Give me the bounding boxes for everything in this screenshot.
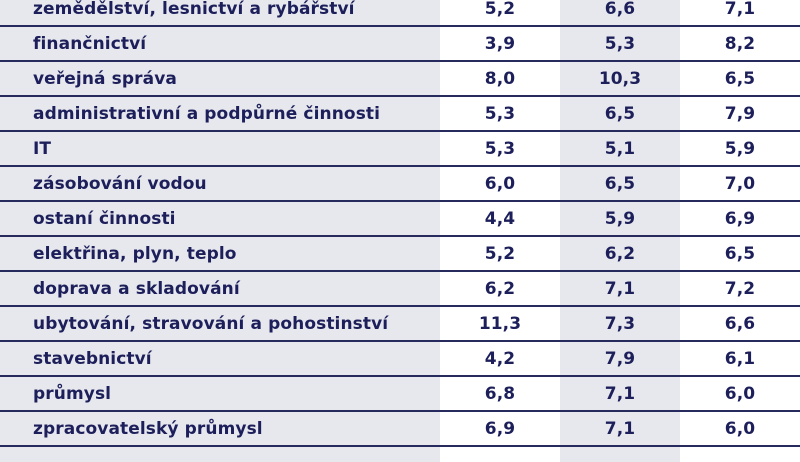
value-column-2-band: [560, 0, 680, 462]
value-cell: 6,5: [724, 243, 756, 264]
value-cell: 5,9: [724, 138, 756, 159]
table-row: zemědělství, lesnictví a rybářství 5,2 6…: [0, 0, 800, 27]
value-cell: 4,2: [484, 348, 516, 369]
table-row: elektřina, plyn, teplo 5,2 6,2 6,5: [0, 237, 800, 272]
table-row: administrativní a podpůrné činnosti 5,3 …: [0, 97, 800, 132]
value-cell: 8,0: [484, 68, 516, 89]
sector-label: průmysl: [33, 383, 112, 404]
value-cell: 5,2: [484, 243, 516, 264]
value-cell: 6,8: [484, 383, 516, 404]
table-row: veřejná správa 8,0 10,3 6,5: [0, 62, 800, 97]
table-row: průmysl 6,8 7,1 6,0: [0, 377, 800, 412]
value-cell: 6,5: [604, 103, 636, 124]
value-cell: 6,9: [484, 418, 516, 439]
value-cell: 7,1: [604, 278, 636, 299]
sector-label: ubytování, stravování a pohostinství: [33, 313, 389, 334]
table-row: zásobování vodou 6,0 6,5 7,0: [0, 167, 800, 202]
value-cell: 6,6: [724, 313, 756, 334]
value-cell: 5,1: [604, 138, 636, 159]
value-cell: 5,3: [604, 33, 636, 54]
label-column-band: [0, 0, 440, 462]
sector-label: ostaní činnosti: [33, 208, 176, 229]
value-column-3-band: [680, 0, 800, 462]
sector-label: zemědělství, lesnictví a rybářství: [33, 0, 355, 19]
value-column-1-band: [440, 0, 560, 462]
value-cell: 7,9: [724, 103, 756, 124]
value-cell: 6,2: [604, 243, 636, 264]
value-cell: 7,1: [604, 418, 636, 439]
value-cell: 7,1: [604, 383, 636, 404]
value-cell: 5,9: [604, 208, 636, 229]
table-row: ubytování, stravování a pohostinství 11,…: [0, 307, 800, 342]
sector-label: doprava a skladování: [33, 278, 240, 299]
value-cell: 6,0: [484, 173, 516, 194]
value-cell: 5,3: [484, 103, 516, 124]
table-row: doprava a skladování 6,2 7,1 7,2: [0, 272, 800, 307]
table-row: stavebnictví 4,2 7,9 6,1: [0, 342, 800, 377]
table-row: ostaní činnosti 4,4 5,9 6,9: [0, 202, 800, 237]
value-cell: 5,3: [484, 138, 516, 159]
value-cell: 7,1: [724, 0, 756, 19]
value-cell: 7,2: [724, 278, 756, 299]
sector-label: IT: [33, 138, 52, 159]
sector-label: zpracovatelský průmysl: [33, 418, 263, 439]
value-cell: 6,5: [604, 173, 636, 194]
value-cell: 6,0: [724, 383, 756, 404]
value-cell: 6,6: [604, 0, 636, 19]
value-cell: 6,2: [484, 278, 516, 299]
table-row: finančnictví 3,9 5,3 8,2: [0, 27, 800, 62]
value-cell: 10,3: [598, 68, 642, 89]
value-cell: 6,5: [724, 68, 756, 89]
sector-label: zásobování vodou: [33, 173, 207, 194]
sector-label: elektřina, plyn, teplo: [33, 243, 237, 264]
sector-label: stavebnictví: [33, 348, 152, 369]
value-cell: 7,3: [604, 313, 636, 334]
value-cell: 5,2: [484, 0, 516, 19]
value-cell: 7,9: [604, 348, 636, 369]
value-cell: 11,3: [478, 313, 522, 334]
sector-label: veřejná správa: [33, 68, 177, 89]
value-cell: 6,9: [724, 208, 756, 229]
value-cell: 7,0: [724, 173, 756, 194]
value-cell: 3,9: [484, 33, 516, 54]
value-cell: 8,2: [724, 33, 756, 54]
sector-label: finančnictví: [33, 33, 147, 54]
table-row: zpracovatelský průmysl 6,9 7,1 6,0: [0, 412, 800, 447]
value-cell: 4,4: [484, 208, 516, 229]
value-cell: 6,0: [724, 418, 756, 439]
value-cell: 6,1: [724, 348, 756, 369]
sector-label: administrativní a podpůrné činnosti: [33, 103, 381, 124]
table-row: IT 5,3 5,1 5,9: [0, 132, 800, 167]
